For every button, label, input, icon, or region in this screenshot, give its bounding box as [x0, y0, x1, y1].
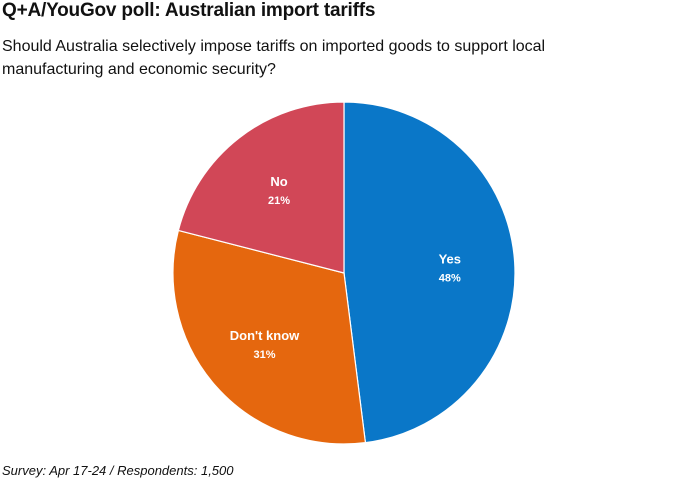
pie-labels: Yes 48% Don't know 31% No 21% [230, 174, 461, 361]
slice-label-yes: Yes [439, 251, 461, 266]
chart-title: Q+A/YouGov poll: Australian import tarif… [2, 0, 376, 21]
pie-slices [172, 101, 516, 445]
slice-label-no: No [270, 174, 287, 189]
slice-label-don-t-know: Don't know [230, 328, 300, 343]
pie-slice-no [177, 101, 345, 274]
slice-value-yes: 48% [439, 272, 461, 284]
slice-value-don-t-know: 31% [253, 349, 275, 361]
slice-value-no: 21% [268, 195, 290, 207]
pie-slice-yes [343, 101, 516, 444]
chart-footer: Survey: Apr 17-24 / Respondents: 1,500 [2, 463, 234, 478]
chart-subtitle: Should Australia selectively impose tari… [2, 38, 546, 78]
pie-slice-don-t-know [172, 229, 367, 445]
